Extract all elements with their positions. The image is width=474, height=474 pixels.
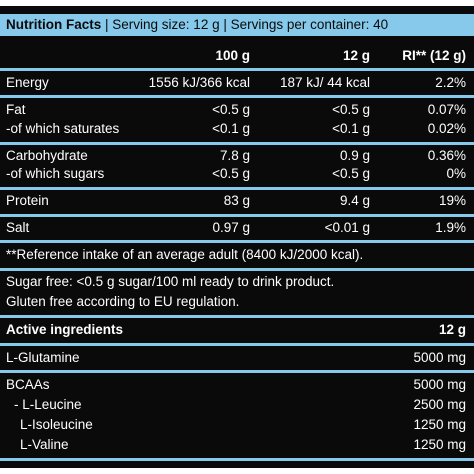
nutrient-per12: <0.5 g [332,166,370,181]
nutrient-ri: 2.2% [435,75,466,90]
gluten-free-note: Gluten free according to EU regulation. [6,294,240,309]
nutrient-label: Fat [6,102,26,117]
nutrient-ri: 1.9% [435,220,466,235]
ingredient-label: L-Valine [20,437,69,452]
nutrient-ri: 0% [446,166,466,181]
divider [0,370,474,373]
nutrient-per100: 1556 kJ/366 kcal [148,75,250,90]
ingredient-row: L-Valine 1250 mg [0,435,474,455]
active-ingredients-title: Active ingredients [6,322,124,337]
ingredient-label: L-Isoleucine [20,417,93,432]
column-ri: RI** (12 g) [402,48,466,63]
divider [0,142,474,145]
ingredient-amount: 1250 mg [413,437,466,452]
divider [0,187,474,190]
divider [0,343,474,346]
divider [0,68,474,71]
nutrient-per12: <0.5 g [332,102,370,117]
sugar-free-note: Sugar free: <0.5 g sugar/100 ml ready to… [6,274,335,289]
nutrient-ri: 0.36% [427,148,466,163]
nutrient-per100: <0.5 g [212,166,250,181]
nutrient-row-fat: Fat <0.5 g <0.5 g 0.07% [0,100,474,120]
nutrient-ri: 19% [438,193,466,208]
ingredient-label: - L-Leucine [14,397,82,412]
nutrient-row-salt: Salt 0.97 g <0.01 g 1.9% [0,218,474,238]
nutrient-per100: <0.1 g [212,121,250,136]
ingredient-row: BCAAs 5000 mg [0,375,474,395]
nutrient-label: Salt [6,220,30,235]
nutrient-ri: 0.07% [427,102,466,117]
nutrient-per100: <0.5 g [212,102,250,117]
nutrient-per12: <0.1 g [332,121,370,136]
column-header-row: 100 g 12 g RI** (12 g) [0,46,474,66]
ingredient-label: L-Glutamine [6,350,80,365]
nutrient-per12: 187 kJ/ 44 kcal [279,75,370,90]
nutrient-ri: 0.02% [427,121,466,136]
nutrient-label: Protein [6,193,49,208]
nutrient-row-saturates: -of which saturates <0.1 g <0.1 g 0.02% [0,119,474,139]
nutrient-per100: 83 g [223,193,250,208]
column-per-100g: 100 g [215,48,250,63]
nutrient-row-protein: Protein 83 g 9.4 g 19% [0,191,474,211]
nutrient-label: -of which sugars [6,166,105,181]
ingredient-amount: 2500 mg [413,397,466,412]
nutrient-per100: 0.97 g [212,220,250,235]
nutrient-per12: 0.9 g [339,148,370,163]
divider [0,315,474,318]
nutrient-row-carbohydrate: Carbohydrate 7.8 g 0.9 g 0.36% [0,146,474,166]
nutrient-label: Carbohydrate [6,148,88,163]
serving-info: | Serving size: 12 g | Servings per cont… [101,17,389,32]
ingredient-amount: 1250 mg [413,417,466,432]
nutrition-facts-title: Nutrition Facts [6,17,102,32]
divider [0,240,474,243]
nutrient-row-energy: Energy 1556 kJ/366 kcal 187 kJ/ 44 kcal … [0,73,474,93]
ingredient-row: L-Glutamine 5000 mg [0,348,474,368]
active-ingredients-header: Active ingredients 12 g [0,319,474,341]
reference-intake-note: **Reference intake of an average adult (… [6,247,364,262]
nutrient-row-sugars: -of which sugars <0.5 g <0.5 g 0% [0,164,474,184]
nutrient-per100: 7.8 g [219,148,250,163]
divider [0,268,474,271]
ingredient-label: BCAAs [6,377,50,392]
ingredient-amount: 5000 mg [413,377,466,392]
nutrition-panel: Nutrition Facts | Serving size: 12 g | S… [0,6,474,468]
ingredient-row: - L-Leucine 2500 mg [0,395,474,415]
active-ingredients-amount-header: 12 g [438,322,466,337]
ingredient-row: L-Isoleucine 1250 mg [0,415,474,435]
nutrient-label: Energy [6,75,49,90]
divider [0,214,474,217]
nutrient-per12: <0.01 g [324,220,370,235]
column-per-12g: 12 g [342,48,370,63]
nutrition-facts-header: Nutrition Facts | Serving size: 12 g | S… [0,14,474,36]
ingredient-amount: 5000 mg [413,350,466,365]
nutrient-label: -of which saturates [6,121,120,136]
nutrient-per12: 9.4 g [339,193,370,208]
divider [0,95,474,98]
divider [0,458,474,461]
